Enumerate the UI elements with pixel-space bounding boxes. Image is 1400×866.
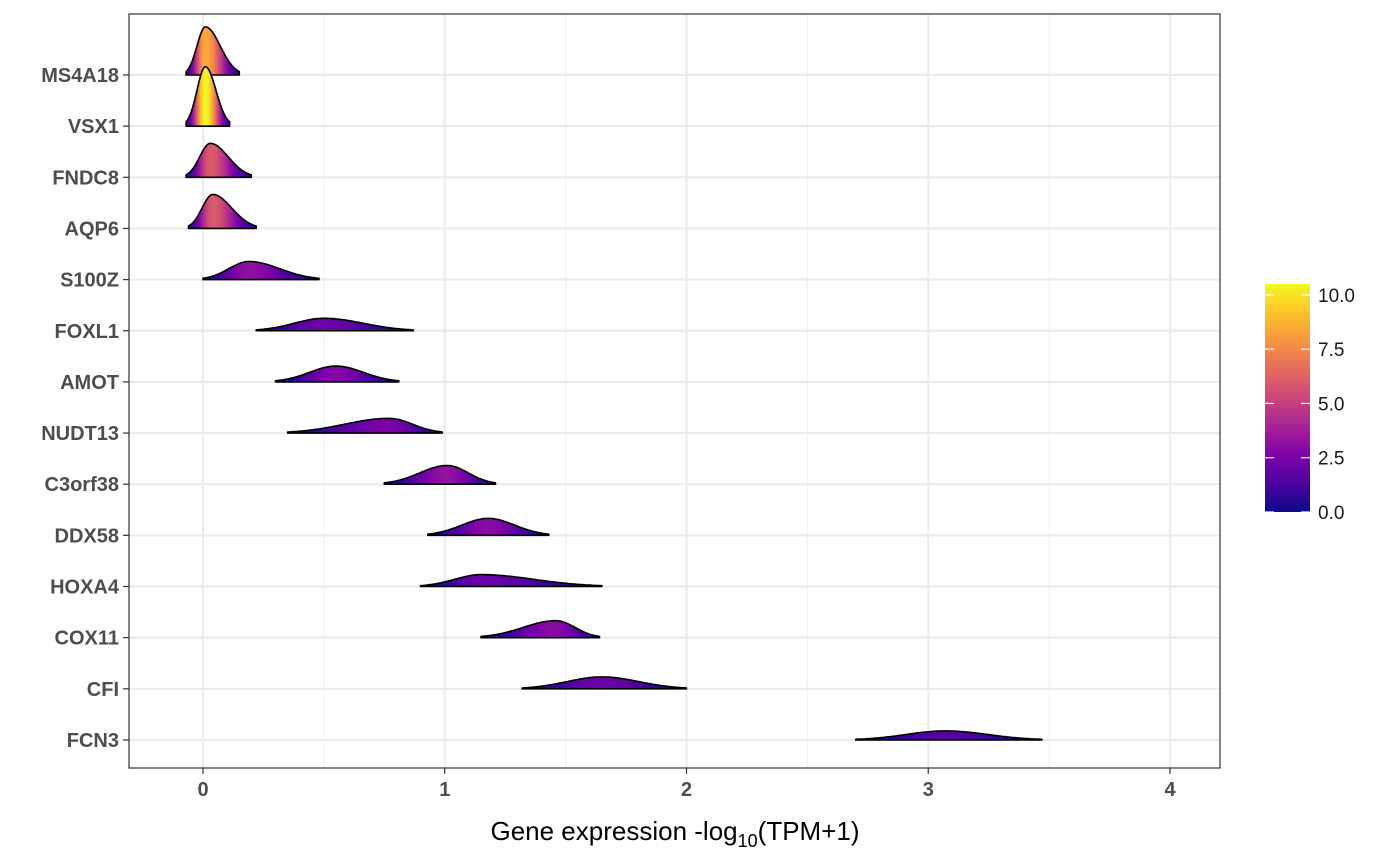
ridge-cfi bbox=[521, 676, 688, 690]
y-tick-label: VSX1 bbox=[68, 116, 119, 138]
panel-border bbox=[128, 13, 1221, 769]
panel-background bbox=[129, 14, 1220, 768]
colorbar bbox=[1265, 284, 1310, 512]
x-tick-label: 3 bbox=[923, 779, 934, 801]
ridge-nudt13 bbox=[286, 417, 444, 434]
colorbar-tick-label: 2.5 bbox=[1318, 449, 1344, 470]
y-tick-label: CFI bbox=[87, 679, 119, 701]
ridge-ddx58 bbox=[427, 517, 550, 537]
ridge-hoxa4 bbox=[419, 573, 603, 588]
ridge-cox11 bbox=[480, 619, 601, 639]
y-tick-label: DDX58 bbox=[55, 525, 119, 547]
y-tick-label: NUDT13 bbox=[41, 423, 119, 445]
ridge-amot bbox=[274, 365, 400, 383]
y-tick-label: FOXL1 bbox=[55, 321, 119, 343]
x-axis: 0 1 2 3 4 bbox=[197, 768, 1176, 801]
y-axis: MS4A18 VSX1 FNDC8 AQP6 S100Z FOXL1 AMOT NUDT13 C… bbox=[41, 65, 129, 752]
y-tick-label: S100Z bbox=[60, 270, 119, 292]
colorbar-legend: 0.0 2.5 5.0 7.5 10.0 bbox=[1265, 284, 1355, 524]
y-tick-label: C3orf38 bbox=[45, 474, 119, 496]
y-tick-label: AMOT bbox=[60, 372, 119, 394]
colorbar-tick-label: 10.0 bbox=[1318, 286, 1355, 307]
ridge-s100z bbox=[202, 260, 320, 281]
y-tick-label: HOXA4 bbox=[50, 577, 120, 599]
y-tick-label: FNDC8 bbox=[52, 167, 119, 189]
x-tick-label: 0 bbox=[197, 779, 208, 801]
y-tick-label: MS4A18 bbox=[41, 65, 119, 87]
ridge-aqp6 bbox=[187, 193, 257, 230]
x-tick-label: 1 bbox=[439, 779, 450, 801]
ridge-c3orf38 bbox=[383, 464, 497, 485]
grid-minor bbox=[323, 14, 1050, 768]
ridges bbox=[185, 26, 1043, 741]
colorbar-tick-label: 5.0 bbox=[1318, 394, 1344, 415]
colorbar-tick-label: 0.0 bbox=[1318, 503, 1344, 524]
x-tick-label: 2 bbox=[681, 779, 692, 801]
ridge-fndc8 bbox=[185, 142, 253, 179]
x-tick-label: 4 bbox=[1164, 779, 1176, 801]
y-tick-label: COX11 bbox=[55, 628, 119, 650]
x-axis-title: Gene expression -log10(TPM+1) bbox=[490, 816, 859, 851]
y-tick-label: FCN3 bbox=[67, 730, 119, 752]
y-tick-label: AQP6 bbox=[65, 218, 119, 240]
ridge-vsx1 bbox=[185, 66, 231, 127]
colorbar-tick-label: 7.5 bbox=[1318, 340, 1344, 361]
ridge-foxl1 bbox=[255, 317, 415, 332]
ridge-ms4a18 bbox=[185, 26, 241, 76]
ridge-fcn3 bbox=[854, 730, 1043, 741]
